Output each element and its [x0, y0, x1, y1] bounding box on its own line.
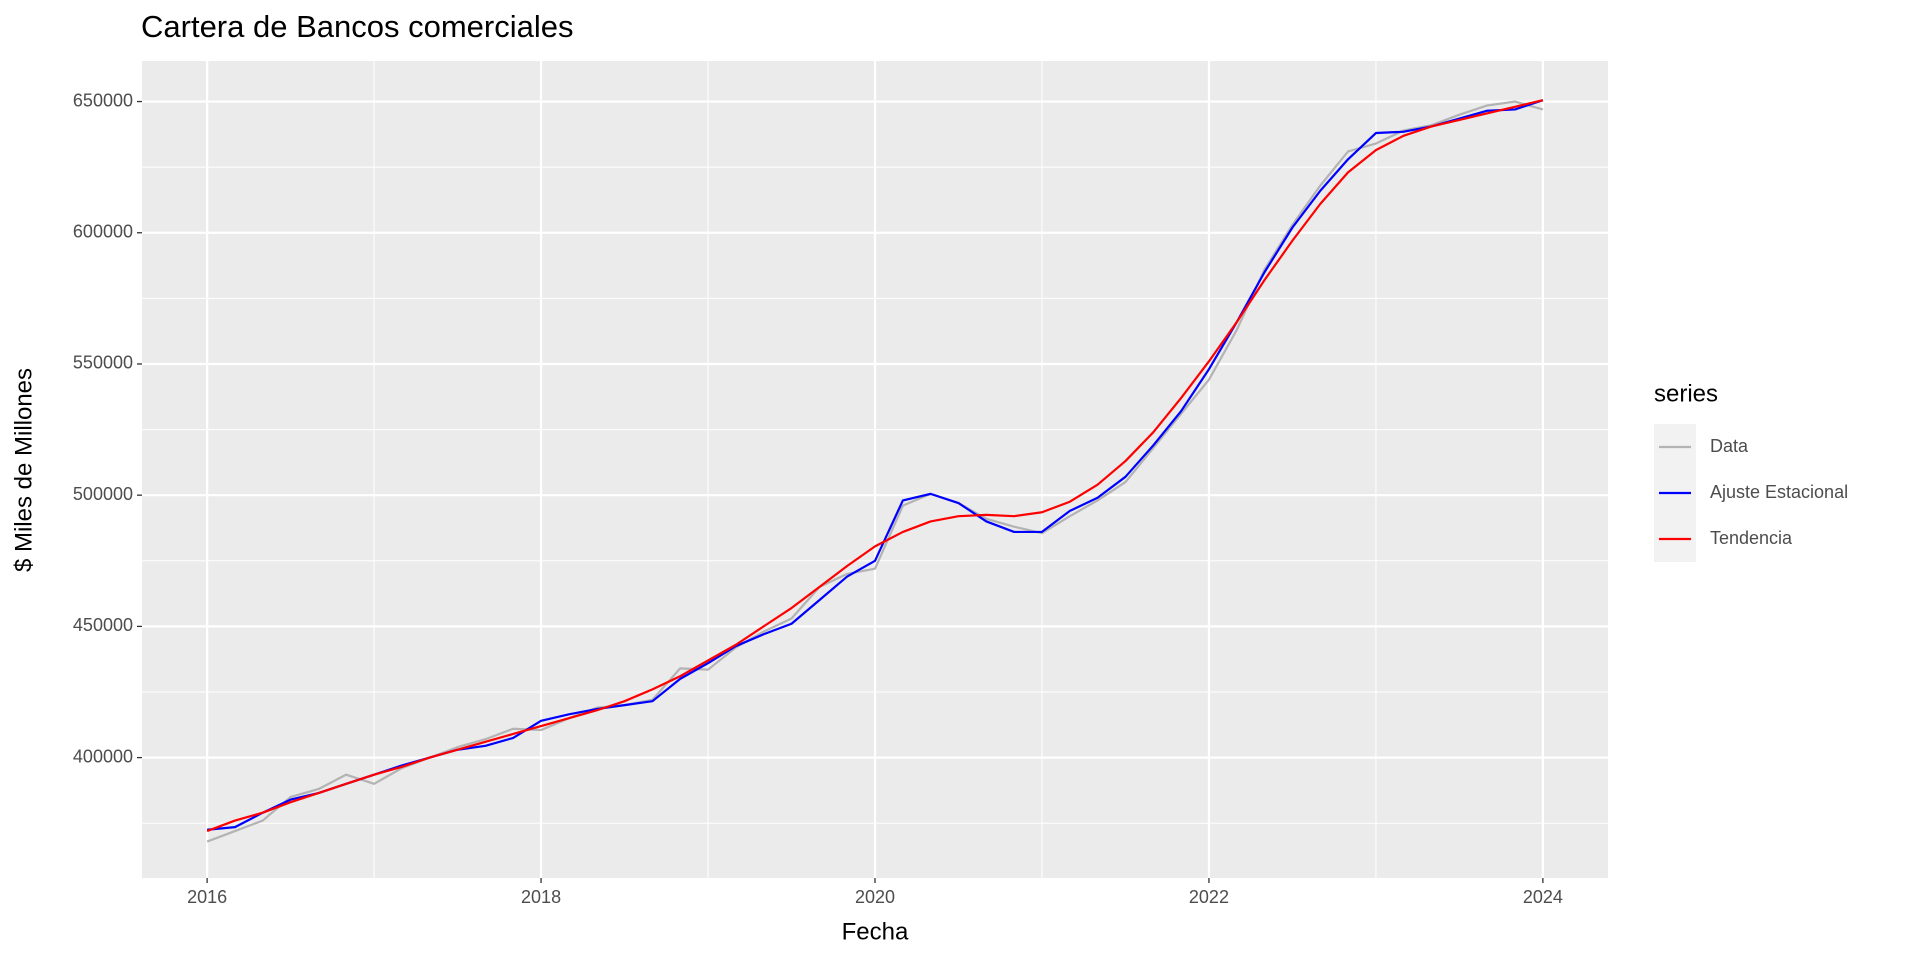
- y-tick-label: 400000: [73, 746, 133, 766]
- y-axis-title: $ Miles de Millones: [10, 368, 37, 572]
- series-line: [206, 99, 1544, 833]
- y-tick-label: 600000: [73, 222, 133, 242]
- lines: [206, 99, 1544, 843]
- legend-title: series: [1654, 380, 1718, 407]
- y-tick-label: 450000: [73, 615, 133, 635]
- y-tick-label: 500000: [73, 484, 133, 504]
- y-tick-label: 650000: [73, 90, 133, 110]
- x-tick-label: 2020: [855, 887, 895, 907]
- legend-label: Data: [1710, 436, 1749, 456]
- x-tick-label: 2016: [187, 887, 227, 907]
- x-axis-title: Fecha: [842, 918, 909, 945]
- x-tick-label: 2024: [1523, 887, 1563, 907]
- y-tick-label: 550000: [73, 353, 133, 373]
- x-tick-label: 2018: [521, 887, 561, 907]
- chart-title: Cartera de Bancos comerciales: [141, 9, 573, 44]
- x-tick-label: 2022: [1189, 887, 1229, 907]
- legend-label: Ajuste Estacional: [1710, 482, 1848, 502]
- grid: [142, 61, 1608, 878]
- legend-label: Tendencia: [1710, 528, 1793, 548]
